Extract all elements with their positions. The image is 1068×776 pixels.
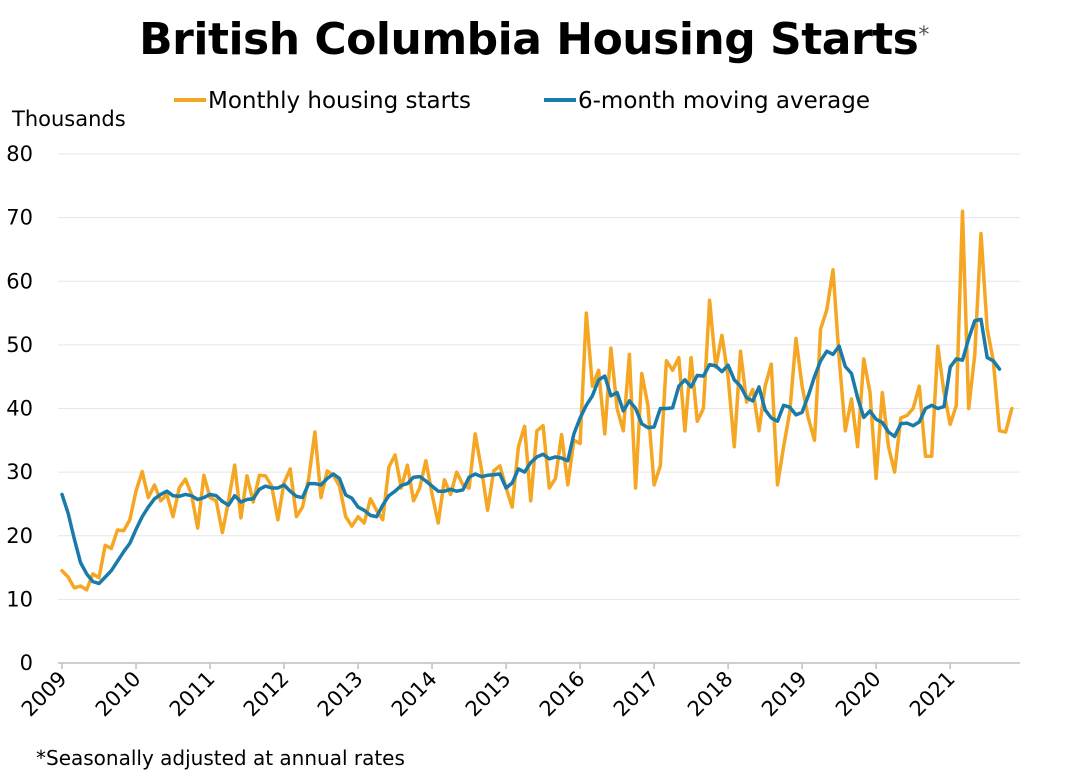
x-tick-label: 2010 (91, 667, 146, 722)
y-tick-label: 10 (6, 587, 33, 611)
y-tick-label: 80 (6, 142, 33, 166)
legend-label-monthly: Monthly housing starts (208, 88, 471, 114)
x-tick-label: 2020 (831, 667, 886, 722)
x-tick-label: 2012 (239, 667, 294, 722)
series-layer (60, 209, 1014, 592)
x-axis-tick-marks (61, 663, 951, 669)
x-tick-label: 2015 (461, 667, 516, 722)
chart-title: British Columbia Housing Starts* (0, 14, 1068, 65)
y-tick-label: 40 (6, 397, 33, 421)
x-tick-label: 2011 (165, 667, 220, 722)
y-axis-unit-label: Thousands (11, 107, 126, 131)
y-tick-label: 30 (6, 460, 33, 484)
x-tick-label: 2021 (905, 667, 960, 722)
x-axis-ticks: 2009 2010 2011 2012 2013 2014 2015 2016 2017 2018… (17, 667, 960, 722)
series-line-monthly (60, 209, 1014, 592)
y-tick-label: 70 (6, 206, 33, 230)
chart-title-text: British Columbia Housing Starts (139, 14, 919, 65)
y-tick-label: 50 (6, 333, 33, 357)
x-tick-label: 2018 (683, 667, 738, 722)
y-tick-label: 60 (6, 269, 33, 293)
y-tick-label: 20 (6, 524, 33, 548)
x-tick-label: 2019 (757, 667, 812, 722)
chart-title-asterisk: * (918, 23, 929, 48)
chart-legend: Monthly housing starts 6-month moving av… (174, 88, 870, 114)
legend-label-average: 6-month moving average (578, 88, 870, 114)
x-tick-label: 2014 (387, 667, 442, 722)
x-tick-label: 2016 (535, 667, 590, 722)
x-tick-label: 2013 (313, 667, 368, 722)
series-line-moving-average (60, 317, 1002, 586)
y-tick-label: 0 (20, 651, 33, 675)
footnote: *Seasonally adjusted at annual rates (36, 746, 405, 770)
gridlines (58, 153, 1020, 600)
x-tick-label: 2017 (609, 667, 664, 722)
y-axis-ticks: 0 10 20 30 40 50 60 70 80 (6, 142, 33, 675)
